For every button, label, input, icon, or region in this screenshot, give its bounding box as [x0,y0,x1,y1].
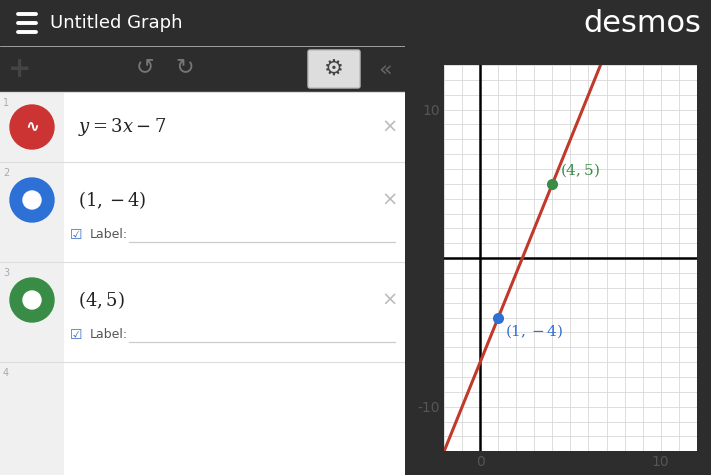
Bar [0,162,64,262]
Text: $(4, 5)$: $(4, 5)$ [560,162,599,180]
Bar [0,262,64,362]
Text: ↻: ↻ [176,57,194,77]
Circle shape [10,105,54,149]
Text: $(1, -4)$: $(1, -4)$ [506,322,564,340]
Text: Label:: Label: [90,228,128,241]
Text: ⚙: ⚙ [324,59,344,79]
Circle shape [23,291,41,309]
Text: ×: × [382,117,398,136]
Bar [0,362,64,475]
Text: 2: 2 [3,168,9,178]
Bar [64,92,405,162]
Text: ×: × [382,190,398,209]
Text: $(4,5)$: $(4,5)$ [78,289,124,311]
Text: 1: 1 [3,98,9,108]
Text: Label:: Label: [90,329,128,342]
Text: 3: 3 [3,268,9,278]
Text: ×: × [382,291,398,310]
Text: ↺: ↺ [136,57,154,77]
Text: ☑: ☑ [70,228,82,242]
FancyBboxPatch shape [308,50,360,88]
Bar [64,162,405,262]
Text: $(1,-4)$: $(1,-4)$ [78,189,146,211]
Text: 4: 4 [3,368,9,378]
Text: ∿: ∿ [25,118,39,136]
Text: Untitled Graph: Untitled Graph [50,14,183,32]
Text: desmos: desmos [583,9,701,38]
Text: $y = 3x - 7$: $y = 3x - 7$ [78,116,166,138]
Bar [64,262,405,362]
Text: +: + [9,55,32,83]
Circle shape [10,278,54,322]
Bar [0,92,64,162]
Circle shape [23,191,41,209]
Bar [64,362,405,475]
Text: «: « [378,59,392,79]
Circle shape [10,178,54,222]
Text: ☑: ☑ [70,328,82,342]
